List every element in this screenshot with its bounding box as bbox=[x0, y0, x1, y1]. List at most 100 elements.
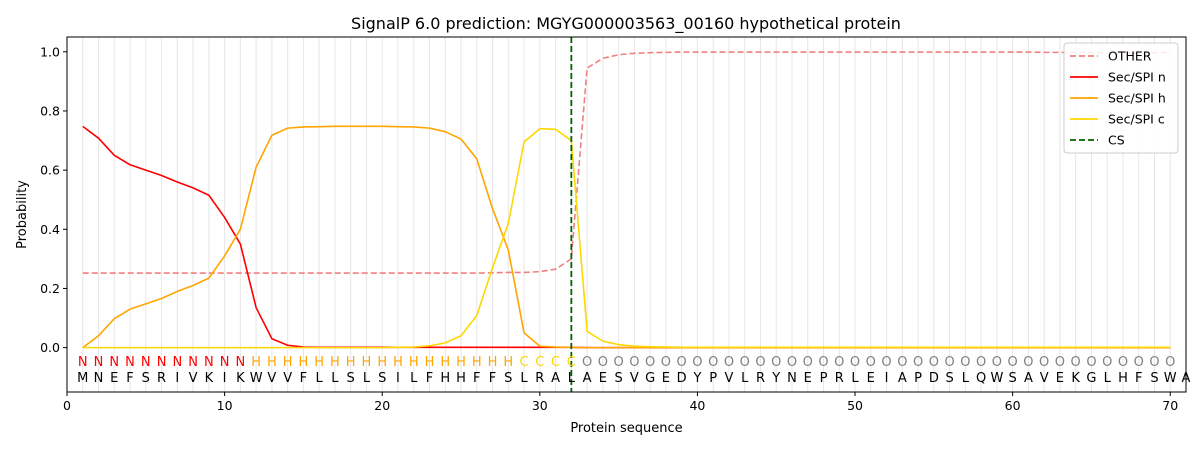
residue-label: I bbox=[885, 371, 889, 386]
x-tick-label: 10 bbox=[217, 398, 233, 413]
region-label: O bbox=[677, 355, 687, 370]
region-label: N bbox=[172, 355, 182, 370]
region-label: O bbox=[1165, 355, 1175, 370]
x-tick-label: 40 bbox=[689, 398, 705, 413]
region-label: H bbox=[472, 355, 482, 370]
region-label: O bbox=[787, 355, 797, 370]
sequence-labels: NMNNNENFNSNRNINVNKNINKHWHVHVHFHLHLHSHLHS… bbox=[77, 355, 1190, 386]
residue-label: S bbox=[504, 371, 512, 386]
y-tick-label: 0.6 bbox=[40, 163, 60, 178]
region-label: O bbox=[1086, 355, 1096, 370]
residue-label: S bbox=[1009, 371, 1017, 386]
region-label: O bbox=[661, 355, 671, 370]
residue-label: R bbox=[756, 371, 765, 386]
region-label: H bbox=[425, 355, 435, 370]
residue-label: L bbox=[851, 371, 859, 386]
x-tick-label: 0 bbox=[63, 398, 71, 413]
residue-label: P bbox=[914, 371, 922, 386]
region-label: O bbox=[834, 355, 844, 370]
region-label: O bbox=[582, 355, 592, 370]
residue-label: L bbox=[410, 371, 418, 386]
region-label: H bbox=[488, 355, 498, 370]
residue-label: V bbox=[724, 371, 733, 386]
region-label: H bbox=[267, 355, 277, 370]
series-line-1 bbox=[82, 125, 1171, 349]
region-label: N bbox=[220, 355, 230, 370]
region-label: H bbox=[393, 355, 403, 370]
residue-label: E bbox=[599, 371, 607, 386]
x-axis-label: Protein sequence bbox=[570, 421, 682, 436]
region-label: O bbox=[976, 355, 986, 370]
residue-label: V bbox=[283, 371, 292, 386]
residue-label: L bbox=[520, 371, 528, 386]
region-label: O bbox=[771, 355, 781, 370]
region-label: C bbox=[567, 355, 576, 370]
region-label: O bbox=[881, 355, 891, 370]
residue-label: E bbox=[804, 371, 812, 386]
region-label: H bbox=[409, 355, 419, 370]
plot-frame bbox=[66, 36, 1187, 393]
residue-label: E bbox=[1056, 371, 1064, 386]
residue-label: H bbox=[440, 371, 450, 386]
x-tick-label: 20 bbox=[374, 398, 390, 413]
region-label: O bbox=[803, 355, 813, 370]
x-axis-ticks: 0 10 20 30 40 50 60 70 bbox=[63, 392, 1178, 413]
residue-label: Q bbox=[976, 371, 986, 386]
region-label: H bbox=[330, 355, 340, 370]
x-tick-label: 30 bbox=[532, 398, 548, 413]
residue-label: H bbox=[456, 371, 466, 386]
residue-label: S bbox=[945, 371, 953, 386]
residue-label: A bbox=[1024, 371, 1033, 386]
residue-label: I bbox=[175, 371, 179, 386]
residue-label: R bbox=[535, 371, 544, 386]
residue-label: F bbox=[1135, 371, 1142, 386]
region-label: H bbox=[440, 355, 450, 370]
residue-label: A bbox=[583, 371, 592, 386]
region-label: C bbox=[535, 355, 544, 370]
residue-label: I bbox=[396, 371, 400, 386]
residue-label: Y bbox=[771, 371, 780, 386]
residue-label: D bbox=[677, 371, 687, 386]
residue-label: K bbox=[236, 371, 245, 386]
y-tick-label: 0.0 bbox=[40, 340, 60, 355]
residue-label: I bbox=[223, 371, 227, 386]
legend-label: Sec/SPI n bbox=[1108, 70, 1166, 85]
residue-label: S bbox=[378, 371, 386, 386]
residue-label: F bbox=[473, 371, 480, 386]
region-label: C bbox=[551, 355, 560, 370]
residue-label: V bbox=[1040, 371, 1049, 386]
residue-label: P bbox=[820, 371, 828, 386]
residue-label: K bbox=[205, 371, 214, 386]
residue-label: Y bbox=[692, 371, 701, 386]
residue-label: G bbox=[1086, 371, 1096, 386]
y-tick-label: 0.8 bbox=[40, 103, 60, 118]
residue-label: L bbox=[316, 371, 324, 386]
region-label: N bbox=[109, 355, 119, 370]
residue-label: R bbox=[157, 371, 166, 386]
region-label: O bbox=[992, 355, 1002, 370]
residue-label: V bbox=[189, 371, 198, 386]
region-label: O bbox=[1118, 355, 1128, 370]
residue-label: W bbox=[250, 371, 263, 386]
residue-label: N bbox=[94, 371, 104, 386]
region-label: O bbox=[1071, 355, 1081, 370]
residue-label: P bbox=[709, 371, 717, 386]
residue-label: D bbox=[929, 371, 939, 386]
residue-label: L bbox=[568, 371, 576, 386]
region-label: O bbox=[929, 355, 939, 370]
region-label: N bbox=[78, 355, 88, 370]
region-label: O bbox=[1039, 355, 1049, 370]
residue-label: N bbox=[787, 371, 797, 386]
series-lines bbox=[82, 51, 1171, 349]
residue-label: L bbox=[1104, 371, 1112, 386]
region-label: N bbox=[125, 355, 135, 370]
region-label: N bbox=[235, 355, 245, 370]
residue-label: H bbox=[1118, 371, 1128, 386]
residue-label: F bbox=[126, 371, 133, 386]
series-line-0 bbox=[82, 51, 1171, 274]
grid-lines bbox=[82, 37, 1187, 392]
region-label: O bbox=[1055, 355, 1065, 370]
residue-label: L bbox=[962, 371, 970, 386]
region-label: O bbox=[645, 355, 655, 370]
